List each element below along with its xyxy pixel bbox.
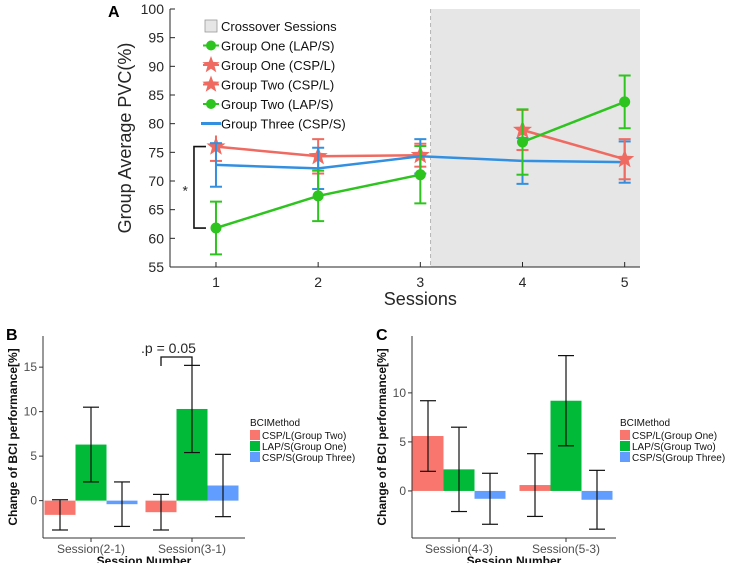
legend-swatch	[250, 441, 260, 451]
legend-label: CSP/L(Group One)	[632, 431, 717, 442]
x-tick-label: 4	[519, 274, 527, 290]
legend-item: Crossover Sessions	[204, 19, 337, 34]
y-axis-label: Group Average PVC(%)	[115, 43, 135, 234]
x-tick-label: Session(2-1)	[57, 542, 125, 556]
legend-label: LAP/S(Group One)	[262, 442, 346, 453]
y-tick-label: 15	[24, 360, 38, 374]
y-tick-label: 0	[399, 484, 406, 498]
legend-swatch	[204, 19, 218, 33]
y-tick-label: 60	[148, 230, 164, 246]
data-point	[414, 169, 426, 181]
legend-item: Group One (LAP/S)	[203, 39, 334, 54]
y-tick-label: 90	[148, 58, 164, 74]
y-tick-label: 55	[148, 259, 164, 275]
legend-swatch	[250, 430, 260, 440]
legend-swatch	[202, 75, 220, 92]
legend-box	[201, 13, 381, 136]
y-tick-label: 5	[30, 449, 37, 463]
panel-label-a: A	[108, 4, 120, 21]
x-tick-label: 1	[212, 274, 220, 290]
legend-swatch	[206, 99, 216, 109]
data-point	[210, 222, 222, 234]
x-tick-label: 5	[621, 274, 629, 290]
panel-a: 55 60 65 70 75 80 85 90 95 100 1 2 3 4 5 Sessions Group …	[115, 1, 640, 309]
y-tick-label: 75	[148, 144, 164, 160]
legend-item: Group Three (CSP/S)	[201, 117, 346, 132]
legend-label: CSP/S(Group Three)	[632, 453, 725, 464]
x-axis-label: Session Number	[97, 554, 192, 563]
legend-label: Group Two (LAP/S)	[221, 97, 333, 112]
y-axis-label: Change of BCI performance[%]	[375, 348, 389, 525]
y-tick-label: 65	[148, 202, 164, 218]
y-tick-label: 100	[141, 1, 165, 17]
series-line	[522, 100, 626, 144]
x-tick-label: 2	[314, 274, 322, 290]
panel-label-b: B	[6, 327, 18, 344]
legend-title: BCIMethod	[620, 418, 670, 429]
panel-b: 0 5 10 15 Session(2-1) Session(3-1)Session Nu…	[6, 336, 355, 563]
y-tick-label: 0	[30, 494, 37, 508]
y-tick-label: 10	[393, 386, 407, 400]
y-axis-label: Change of BCI performance[%]	[6, 348, 20, 525]
data-point	[517, 136, 528, 148]
y-tick-label: 70	[148, 173, 164, 189]
legend-swatch	[620, 452, 630, 462]
legend-swatch	[620, 441, 630, 451]
significance-star: *	[183, 182, 189, 198]
legend-label: CSP/L(Group Two)	[262, 431, 346, 442]
legend-title: BCIMethod	[250, 418, 300, 429]
legend-item: Group One (CSP/L)	[202, 56, 335, 73]
panel-c: 0 5 10 Session(4-3) Session(5-3)Session Numb…	[375, 336, 725, 563]
x-axis-label: Sessions	[384, 289, 457, 309]
panel-label-c: C	[376, 327, 388, 344]
x-tick-label: Session(5-3)	[532, 542, 600, 556]
x-tick-label: Session(4-3)	[425, 542, 493, 556]
x-axis-label: Session Number	[467, 554, 562, 563]
legend-label: Crossover Sessions	[221, 19, 337, 34]
series-group-one-lap-s-	[209, 145, 427, 256]
legend-item: Group Two (CSP/L)	[202, 75, 334, 93]
legend-label: Group One (CSP/L)	[221, 58, 335, 73]
legend-label: Group Two (CSP/L)	[221, 78, 334, 93]
significance-bracket	[193, 145, 206, 229]
y-tick-label: 80	[148, 116, 164, 132]
legend-swatch	[206, 40, 216, 51]
annotation-bracket	[160, 356, 193, 366]
data-point	[312, 190, 324, 202]
x-tick-label: Session(3-1)	[158, 542, 226, 556]
legend-label: LAP/S(Group Two)	[632, 442, 716, 453]
y-tick-label: 10	[24, 405, 38, 419]
legend-swatch	[202, 56, 220, 73]
data-point	[615, 149, 635, 168]
legend-item: Group Two (LAP/S)	[203, 97, 333, 112]
legend-label: Group One (LAP/S)	[221, 39, 334, 54]
legend-label: CSP/S(Group Three)	[262, 453, 355, 464]
legend-label: Group Three (CSP/S)	[221, 117, 346, 132]
legend-swatch	[620, 430, 630, 440]
legend-swatch	[250, 452, 260, 462]
y-tick-label: 95	[148, 30, 164, 46]
series-group-two-lap-s-	[516, 74, 631, 176]
y-tick-label: 5	[399, 435, 406, 449]
data-point	[619, 96, 631, 108]
annotation-label: .p = 0.05	[141, 340, 196, 356]
y-tick-label: 85	[148, 87, 164, 103]
x-tick-label: 3	[416, 274, 424, 290]
